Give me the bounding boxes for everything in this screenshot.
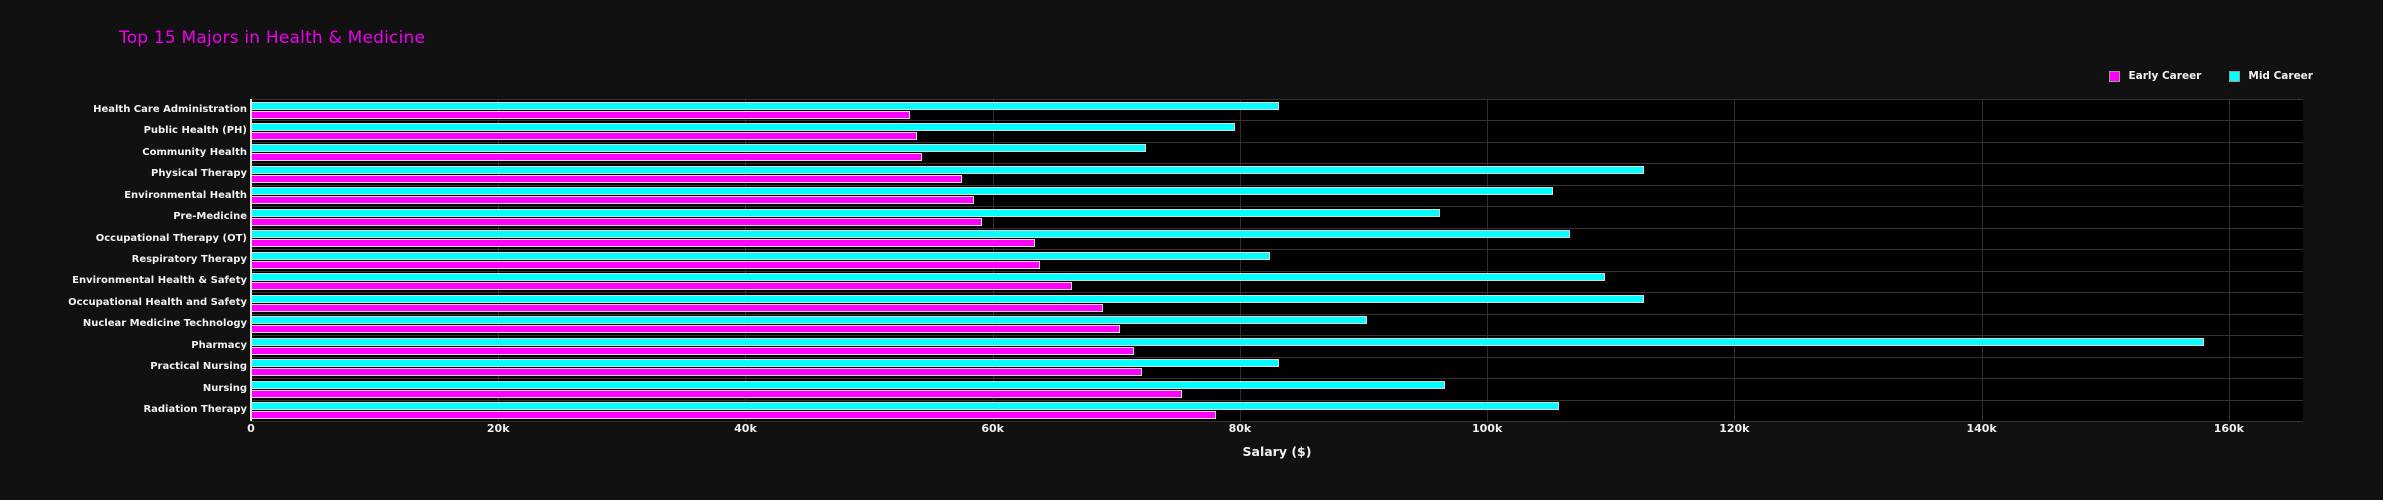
chart-title: Top 15 Majors in Health & Medicine — [119, 28, 426, 48]
gridline-horizontal — [251, 421, 2303, 422]
category-label: Occupational Therapy (OT) — [95, 232, 247, 244]
y-axis-line — [250, 99, 252, 421]
bar-mid-career — [251, 380, 1446, 389]
bar-early-career — [251, 239, 1035, 248]
category-label: Health Care Administration — [93, 103, 247, 115]
category-label: Radiation Therapy — [143, 404, 247, 416]
category-label: Practical Nursing — [150, 361, 247, 373]
gridline-vertical — [1239, 99, 1241, 421]
gridline-horizontal — [251, 313, 2303, 315]
bar-mid-career — [251, 294, 1645, 303]
x-tick-label: 100k — [1472, 422, 1503, 435]
x-tick-label: 60k — [981, 422, 1004, 435]
gridline-horizontal — [251, 249, 2303, 251]
category-label: Respiratory Therapy — [131, 254, 247, 265]
bar-mid-career — [251, 208, 1441, 217]
gridline-horizontal — [251, 356, 2303, 358]
bar-early-career — [251, 368, 1143, 377]
bar-mid-career — [251, 165, 1645, 174]
bar-early-career — [251, 217, 982, 226]
bar-early-career — [251, 153, 923, 162]
gridline-vertical — [498, 99, 500, 421]
gridline-horizontal — [251, 378, 2303, 380]
gridline-horizontal — [251, 206, 2303, 208]
gridline-vertical — [1734, 99, 1736, 421]
bar-mid-career — [251, 144, 1146, 153]
bar-early-career — [251, 346, 1134, 355]
bar-early-career — [251, 389, 1182, 398]
category-label: Pharmacy — [191, 339, 247, 351]
gridline-horizontal — [251, 99, 2303, 100]
legend-swatch-icon — [2109, 70, 2121, 82]
category-label: Community Health — [142, 146, 247, 158]
gridline-vertical — [1487, 99, 1489, 421]
gridline-vertical — [1981, 99, 1983, 421]
gridline-horizontal — [251, 141, 2303, 143]
category-label: Nuclear Medicine Technology — [82, 318, 247, 330]
bar-mid-career — [251, 337, 2205, 346]
x-tick-label: 80k — [1228, 422, 1252, 435]
gridline-horizontal — [251, 270, 2303, 272]
x-tick-label: 120k — [1719, 422, 1750, 435]
gridline-horizontal — [251, 120, 2303, 122]
category-label: Public Health (PH) — [143, 125, 247, 137]
x-tick-label: 0 — [247, 422, 255, 435]
gridline-horizontal — [251, 335, 2303, 337]
bar-mid-career — [251, 122, 1235, 131]
bar-early-career — [251, 303, 1103, 312]
bar-early-career — [251, 260, 1040, 269]
bar-mid-career — [251, 251, 1270, 260]
gridline-horizontal — [251, 163, 2303, 165]
bar-early-career — [251, 196, 975, 205]
bar-mid-career — [251, 402, 1559, 411]
legend-swatch-icon — [2229, 70, 2241, 82]
gridline-horizontal — [251, 227, 2303, 229]
gridline-horizontal — [251, 399, 2303, 401]
category-label: Environmental Health — [124, 189, 247, 201]
bar-early-career — [251, 282, 1072, 291]
bar-early-career — [251, 411, 1217, 420]
bar-mid-career — [251, 187, 1553, 196]
gridline-vertical — [992, 99, 994, 421]
bar-mid-career — [251, 359, 1280, 368]
x-tick-label: 140k — [1966, 422, 1997, 435]
category-label: Occupational Health and Safety — [68, 296, 247, 308]
legend: Early Career Mid Career — [2109, 70, 2313, 82]
bar-mid-career — [251, 101, 1280, 110]
bar-early-career — [251, 131, 918, 140]
category-label: Environmental Health & Safety — [72, 275, 247, 287]
legend-label: Mid Career — [2248, 70, 2313, 82]
bar-mid-career — [251, 273, 1605, 282]
category-label: Pre-Medicine — [173, 211, 247, 223]
bar-early-career — [251, 174, 962, 183]
category-label: Physical Therapy — [150, 168, 247, 180]
gridline-horizontal — [251, 184, 2303, 186]
x-axis-title: Salary ($) — [1242, 444, 1312, 459]
legend-item-mid-career[interactable]: Mid Career — [2229, 70, 2313, 82]
x-tick-label: 20k — [486, 422, 510, 435]
gridline-vertical — [2228, 99, 2230, 421]
category-label: Nursing — [202, 382, 247, 394]
gridline-horizontal — [251, 292, 2303, 294]
bar-mid-career — [251, 230, 1570, 239]
bar-early-career — [251, 110, 910, 119]
x-tick-label: 160k — [2213, 422, 2244, 435]
bar-mid-career — [251, 316, 1368, 325]
bar-early-career — [251, 325, 1120, 334]
plot-area — [250, 99, 2303, 422]
gridline-vertical — [745, 99, 747, 421]
legend-label: Early Career — [2128, 70, 2202, 82]
x-tick-label: 40k — [734, 422, 757, 435]
legend-item-early-career[interactable]: Early Career — [2109, 70, 2201, 82]
